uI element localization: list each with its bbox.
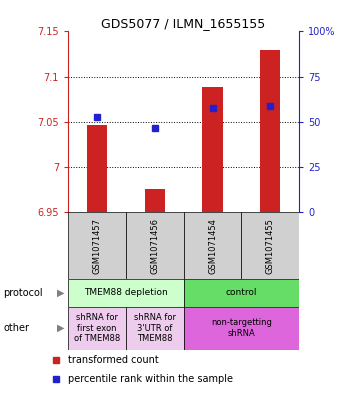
- Text: other: other: [3, 323, 29, 333]
- Text: GSM1071455: GSM1071455: [266, 218, 275, 274]
- Text: GSM1071456: GSM1071456: [150, 218, 159, 274]
- Bar: [87, 125, 107, 212]
- Bar: [184, 212, 241, 279]
- Title: GDS5077 / ILMN_1655155: GDS5077 / ILMN_1655155: [101, 17, 266, 30]
- Text: GSM1071454: GSM1071454: [208, 218, 217, 274]
- Text: protocol: protocol: [3, 288, 43, 298]
- Bar: [260, 50, 280, 212]
- Bar: [184, 307, 299, 350]
- Text: ▶: ▶: [57, 323, 65, 333]
- Bar: [68, 212, 126, 279]
- Bar: [68, 307, 126, 350]
- Text: shRNA for
first exon
of TMEM88: shRNA for first exon of TMEM88: [74, 313, 120, 343]
- Text: percentile rank within the sample: percentile rank within the sample: [68, 374, 233, 384]
- Text: TMEM88 depletion: TMEM88 depletion: [84, 288, 168, 297]
- Bar: [202, 88, 223, 212]
- Bar: [241, 212, 299, 279]
- Text: ▶: ▶: [57, 288, 65, 298]
- Text: shRNA for
3'UTR of
TMEM88: shRNA for 3'UTR of TMEM88: [134, 313, 176, 343]
- Text: GSM1071457: GSM1071457: [92, 218, 101, 274]
- Text: control: control: [226, 288, 257, 297]
- Bar: [126, 212, 184, 279]
- Bar: [144, 189, 165, 212]
- Bar: [126, 307, 184, 350]
- Text: non-targetting
shRNA: non-targetting shRNA: [211, 318, 272, 338]
- Text: transformed count: transformed count: [68, 354, 159, 365]
- Bar: [184, 279, 299, 307]
- Bar: [68, 279, 184, 307]
